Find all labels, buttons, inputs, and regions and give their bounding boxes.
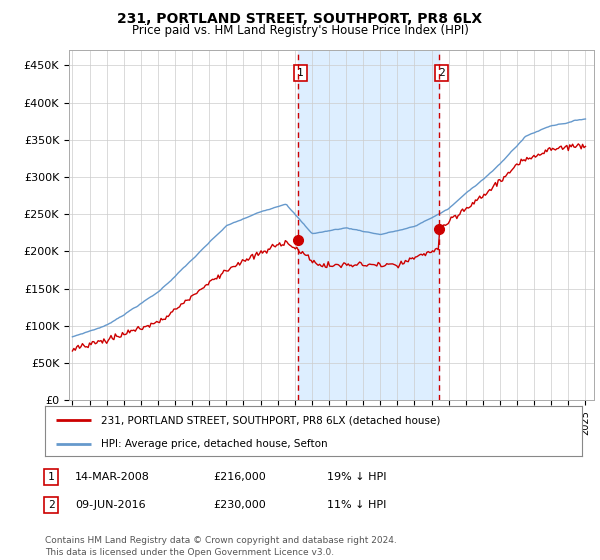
Text: 11% ↓ HPI: 11% ↓ HPI xyxy=(327,500,386,510)
Text: £216,000: £216,000 xyxy=(213,472,266,482)
Text: Contains HM Land Registry data © Crown copyright and database right 2024.
This d: Contains HM Land Registry data © Crown c… xyxy=(45,536,397,557)
Bar xyxy=(298,50,439,400)
Text: 1: 1 xyxy=(297,68,304,78)
Text: 231, PORTLAND STREET, SOUTHPORT, PR8 6LX (detached house): 231, PORTLAND STREET, SOUTHPORT, PR8 6LX… xyxy=(101,415,441,425)
Text: 2: 2 xyxy=(47,500,55,510)
Text: 19% ↓ HPI: 19% ↓ HPI xyxy=(327,472,386,482)
Text: 2: 2 xyxy=(438,68,445,78)
Text: 14-MAR-2008: 14-MAR-2008 xyxy=(75,472,150,482)
Text: £230,000: £230,000 xyxy=(213,500,266,510)
Text: Price paid vs. HM Land Registry's House Price Index (HPI): Price paid vs. HM Land Registry's House … xyxy=(131,24,469,37)
Text: 231, PORTLAND STREET, SOUTHPORT, PR8 6LX: 231, PORTLAND STREET, SOUTHPORT, PR8 6LX xyxy=(118,12,482,26)
Text: HPI: Average price, detached house, Sefton: HPI: Average price, detached house, Seft… xyxy=(101,439,328,449)
Text: 1: 1 xyxy=(47,472,55,482)
Text: 09-JUN-2016: 09-JUN-2016 xyxy=(75,500,146,510)
